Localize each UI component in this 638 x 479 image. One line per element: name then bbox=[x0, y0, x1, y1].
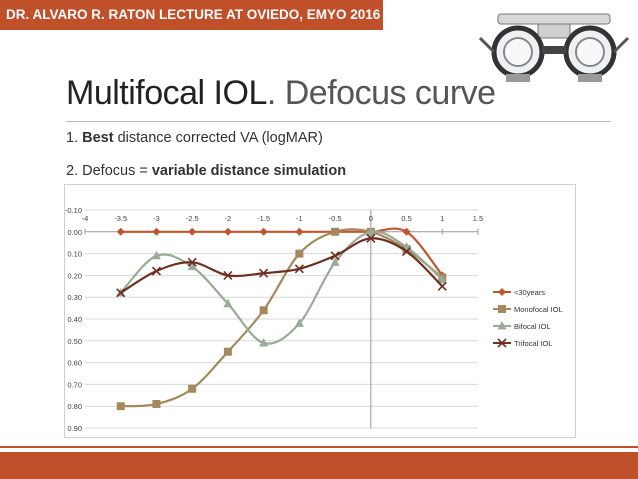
data-point bbox=[116, 227, 125, 236]
data-point bbox=[223, 270, 233, 280]
data-point bbox=[188, 227, 197, 236]
data-point bbox=[294, 264, 304, 274]
y-tick-label: 0.40 bbox=[67, 315, 82, 324]
title-rest: . Defocus curve bbox=[266, 74, 496, 112]
data-point bbox=[116, 288, 126, 298]
data-point bbox=[437, 281, 447, 291]
data-point bbox=[259, 306, 268, 315]
data-point bbox=[187, 261, 197, 271]
data-point bbox=[151, 266, 162, 276]
x-tick-label: -3.5 bbox=[114, 214, 127, 223]
x-tick-label: -1 bbox=[296, 214, 303, 223]
data-point bbox=[116, 402, 125, 411]
bullet-1: 1. Best distance corrected VA (logMAR) bbox=[66, 130, 323, 146]
data-point bbox=[295, 227, 304, 236]
bullet-2: 2. Defocus = variable distance simulatio… bbox=[66, 163, 346, 179]
data-point bbox=[330, 257, 340, 266]
slide-title: Multifocal IOL. Defocus curve bbox=[66, 74, 496, 113]
x-tick-label: -1.5 bbox=[257, 214, 270, 223]
defocus-chart: -0.10 0.00 0.10 0.20 0.30 0.40 0.50 0.60 0.70 0.8… bbox=[64, 184, 576, 438]
data-point bbox=[366, 233, 376, 243]
title-main: Multifocal IOL bbox=[66, 74, 267, 112]
legend-label: <30years bbox=[514, 288, 545, 297]
data-point bbox=[294, 318, 304, 327]
data-point bbox=[223, 298, 233, 308]
y-tick-label: 0.80 bbox=[67, 402, 82, 411]
y-tick-label: 0.60 bbox=[67, 359, 82, 368]
series-line-2 bbox=[119, 230, 444, 345]
y-tick-label: 0.90 bbox=[67, 424, 82, 433]
legend-marker bbox=[498, 288, 506, 296]
legend-label: Trifocal IOL bbox=[514, 339, 552, 348]
x-tick-label: -2.5 bbox=[186, 214, 199, 223]
x-tick-label: -4 bbox=[82, 214, 89, 223]
data-point bbox=[223, 347, 232, 356]
y-tick-label: 0.00 bbox=[67, 228, 82, 237]
x-tick-label: -3 bbox=[153, 214, 160, 223]
y-tick-label: 0.20 bbox=[67, 271, 82, 280]
bullet-1-number: 1. bbox=[66, 130, 83, 146]
title-divider bbox=[66, 121, 611, 122]
bullet-2-text: Defocus = bbox=[82, 163, 152, 179]
footer-bar bbox=[0, 452, 638, 479]
x-tick-label: 1 bbox=[440, 214, 444, 223]
data-point bbox=[152, 227, 161, 236]
data-point bbox=[188, 384, 197, 393]
y-tick-label: 0.10 bbox=[67, 250, 82, 259]
trial-frame-image bbox=[478, 13, 630, 82]
x-tick-label: -0.5 bbox=[329, 214, 342, 223]
data-point bbox=[151, 250, 161, 260]
x-tick-label: 1.5 bbox=[473, 214, 483, 223]
x-tick-label: -2 bbox=[225, 214, 232, 223]
data-point bbox=[402, 227, 411, 236]
data-point bbox=[259, 227, 268, 236]
data-point bbox=[223, 227, 232, 236]
data-point bbox=[401, 246, 412, 256]
y-tick-label: 0.30 bbox=[67, 293, 82, 302]
bullet-2-number: 2. bbox=[66, 163, 83, 179]
bullet-2-bold: variable distance simulation bbox=[151, 163, 347, 179]
bullet-1-text: distance corrected VA (logMAR) bbox=[113, 130, 323, 146]
series-line-0 bbox=[120, 227, 444, 277]
series-line-1 bbox=[120, 228, 443, 408]
data-point bbox=[331, 227, 340, 236]
data-point bbox=[330, 251, 340, 261]
bullet-1-bold: Best bbox=[82, 130, 114, 146]
legend-marker bbox=[497, 321, 507, 330]
y-tick-label: -0.10 bbox=[65, 206, 82, 215]
legend-label: Bifocal IOL bbox=[514, 322, 551, 331]
series-line-3 bbox=[120, 237, 444, 294]
legend-marker bbox=[498, 305, 506, 313]
data-point bbox=[437, 274, 447, 284]
x-tick-label: 0.5 bbox=[401, 214, 411, 223]
data-point bbox=[259, 337, 269, 347]
defocus-chart-svg: -0.100.000.100.200.300.400.500.600.700.8… bbox=[65, 206, 563, 433]
data-point bbox=[366, 226, 376, 236]
data-point bbox=[187, 257, 197, 267]
data-point bbox=[259, 268, 269, 278]
legend-marker bbox=[497, 338, 507, 348]
data-point bbox=[295, 249, 304, 258]
footer-line bbox=[0, 446, 638, 448]
y-tick-label: 0.50 bbox=[67, 337, 82, 346]
x-tick-label: 0 bbox=[369, 214, 373, 223]
lecture-banner: DR. ALVARO R. RATON LECTURE AT OVIEDO, E… bbox=[0, 0, 383, 30]
legend-label: Monofocal IOL bbox=[514, 305, 563, 314]
y-tick-label: 0.70 bbox=[67, 380, 82, 389]
data-point bbox=[152, 400, 161, 409]
